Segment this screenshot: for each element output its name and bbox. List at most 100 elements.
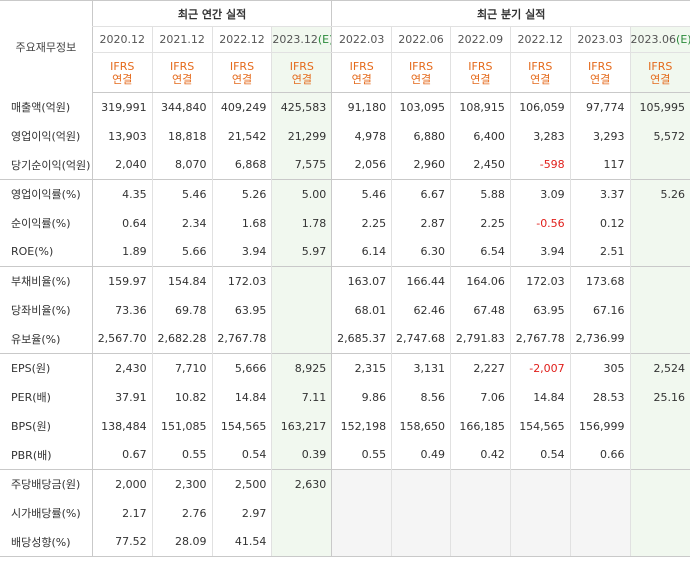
table-cell: 172.03 [509,266,571,296]
table-cell: 37.91 [91,382,153,412]
table-row: 부채비율(%) 159.97 154.84 172.03 163.07 166.44 164… [0,266,690,296]
table-row: BPS(원) 138,484 151,085 154,565 163,217 152,19… [0,411,690,441]
table-cell: 7.11 [271,382,332,412]
consolidated-label: 연결 [589,72,611,86]
consolidated-label: 연결 [470,72,491,86]
table-cell: 344,840 [151,92,213,122]
row-label: 유보율(%) [11,332,61,346]
table-row: ROE(%) 1.89 5.66 3.94 5.97 6.14 6.30 6.54 3.94 2.… [0,237,690,267]
table-cell: 2.87 [391,208,451,238]
table-cell: 166,185 [449,411,511,441]
table-cell: 5.00 [271,179,332,209]
table-cell: 6.14 [331,237,392,267]
table-cell: 2,747.68 [391,324,451,354]
table-cell: 5,572 [629,121,690,151]
table-cell [509,469,571,499]
table-cell: 91,180 [331,92,392,122]
row-label: 배당성향(%) [0,527,93,557]
consolidated-label: 연결 [112,72,133,86]
table-cell [271,266,332,296]
row-label: 매출액(억원) [11,101,71,114]
ifrs-label: IFRS [528,59,553,73]
table-row: 배당성향(%) 77.52 28.09 41.54 [0,527,690,557]
table-cell: 117 [569,150,631,180]
table-cell: 0.39 [271,440,332,470]
table-cell [271,324,332,354]
table-cell: 163,217 [271,411,332,441]
table-cell: 103,095 [391,92,451,122]
table-cell: 3,131 [391,353,451,383]
table-cell [391,527,451,557]
period-label: 2021.12 [159,33,205,46]
table-cell: 62.46 [391,295,451,325]
table-cell: 28.09 [151,527,213,557]
row-label: BPS(원) [11,420,51,433]
consolidated-label: 연결 [351,72,372,86]
table-cell: 2,227 [449,353,511,383]
table-cell: 0.55 [151,440,213,470]
table-cell: -2,007 [509,353,571,383]
table-cell: 2,630 [271,469,332,499]
period-header: 2021.12 [151,26,213,53]
table-cell: 2,056 [331,150,392,180]
estimate-marker: (E) [676,33,690,46]
ifrs-basis-label: IFRS 연결 [211,52,272,93]
table-cell: 166.44 [391,266,451,296]
table-cell: 67.48 [449,295,511,325]
table-cell: 2,685.37 [331,324,392,354]
table-cell: 2.17 [91,498,153,528]
consolidated-label: 연결 [410,72,432,86]
table-cell: 2,040 [91,150,153,180]
period-label: 2022.12 [219,33,265,46]
ifrs-basis-label: IFRS 연결 [391,52,451,93]
table-cell: 8,925 [271,353,332,383]
row-label: ROE(%) [11,245,54,259]
table-cell: 1.89 [91,237,153,267]
ifrs-label: IFRS [648,59,673,73]
ifrs-basis-label: IFRS 연결 [271,52,332,93]
table-cell [629,237,690,267]
table-cell: 2,524 [629,353,690,383]
ifrs-basis-label: IFRS 연결 [449,52,511,93]
row-label: 당기순이익(억원) [11,158,91,172]
table-cell: 13,903 [91,121,153,151]
table-cell: 1.78 [271,208,332,238]
table-cell: 0.42 [449,440,511,470]
table-row: 영업이익(억원) 13,903 18,818 21,542 21,299 4,978 6,8… [0,121,690,151]
table-cell [629,527,690,557]
quarter-results-title: 최근 분기 실적 [331,0,690,27]
table-row: 시가배당률(%) 2.17 2.76 2.97 [0,498,690,528]
table-cell: 3.94 [211,237,272,267]
table-cell: 0.54 [211,440,272,470]
period-header: 2022.09 [449,26,511,53]
table-cell [509,527,571,557]
table-cell: 2,767.78 [509,324,571,354]
table-cell [331,498,392,528]
table-cell [569,469,631,499]
table-cell: 5.46 [151,179,213,209]
table-cell: 68.01 [331,295,392,325]
table-cell: 6,400 [449,121,511,151]
table-cell [449,498,511,528]
table-cell: 14.84 [211,382,272,412]
table-cell: 319,991 [91,92,153,122]
row-label: 영업이익률(%) [0,179,93,209]
ifrs-basis-label: IFRS 연결 [151,52,213,93]
table-row: 유보율(%) 2,567.70 2,682.28 2,767.78 2,685.37 2,… [0,324,690,354]
table-cell: 6.67 [391,179,451,209]
consolidated-label: 연결 [171,72,193,86]
table-cell: 2,736.99 [569,324,631,354]
ifrs-label: IFRS [349,59,374,73]
table-cell: 4,978 [331,121,392,151]
table-cell: 21,542 [211,121,272,151]
period-label: 2020.12 [99,33,145,46]
table-row: 주당배당금(원) 2,000 2,300 2,500 2,630 [0,469,690,499]
table-cell: 2,500 [211,469,272,499]
table-row: 순이익률(%) 0.64 2.34 1.68 1.78 2.25 2.87 2.25 -0.56… [0,208,690,238]
table-cell: 8.56 [391,382,451,412]
table-row: EPS(원) 2,430 7,710 5,666 8,925 2,315 3,131 2,22… [0,353,690,383]
table-cell: 7,575 [271,150,332,180]
table-cell: -0.56 [509,208,571,238]
table-cell: 5.26 [211,179,272,209]
table-cell: 154.84 [151,266,213,296]
